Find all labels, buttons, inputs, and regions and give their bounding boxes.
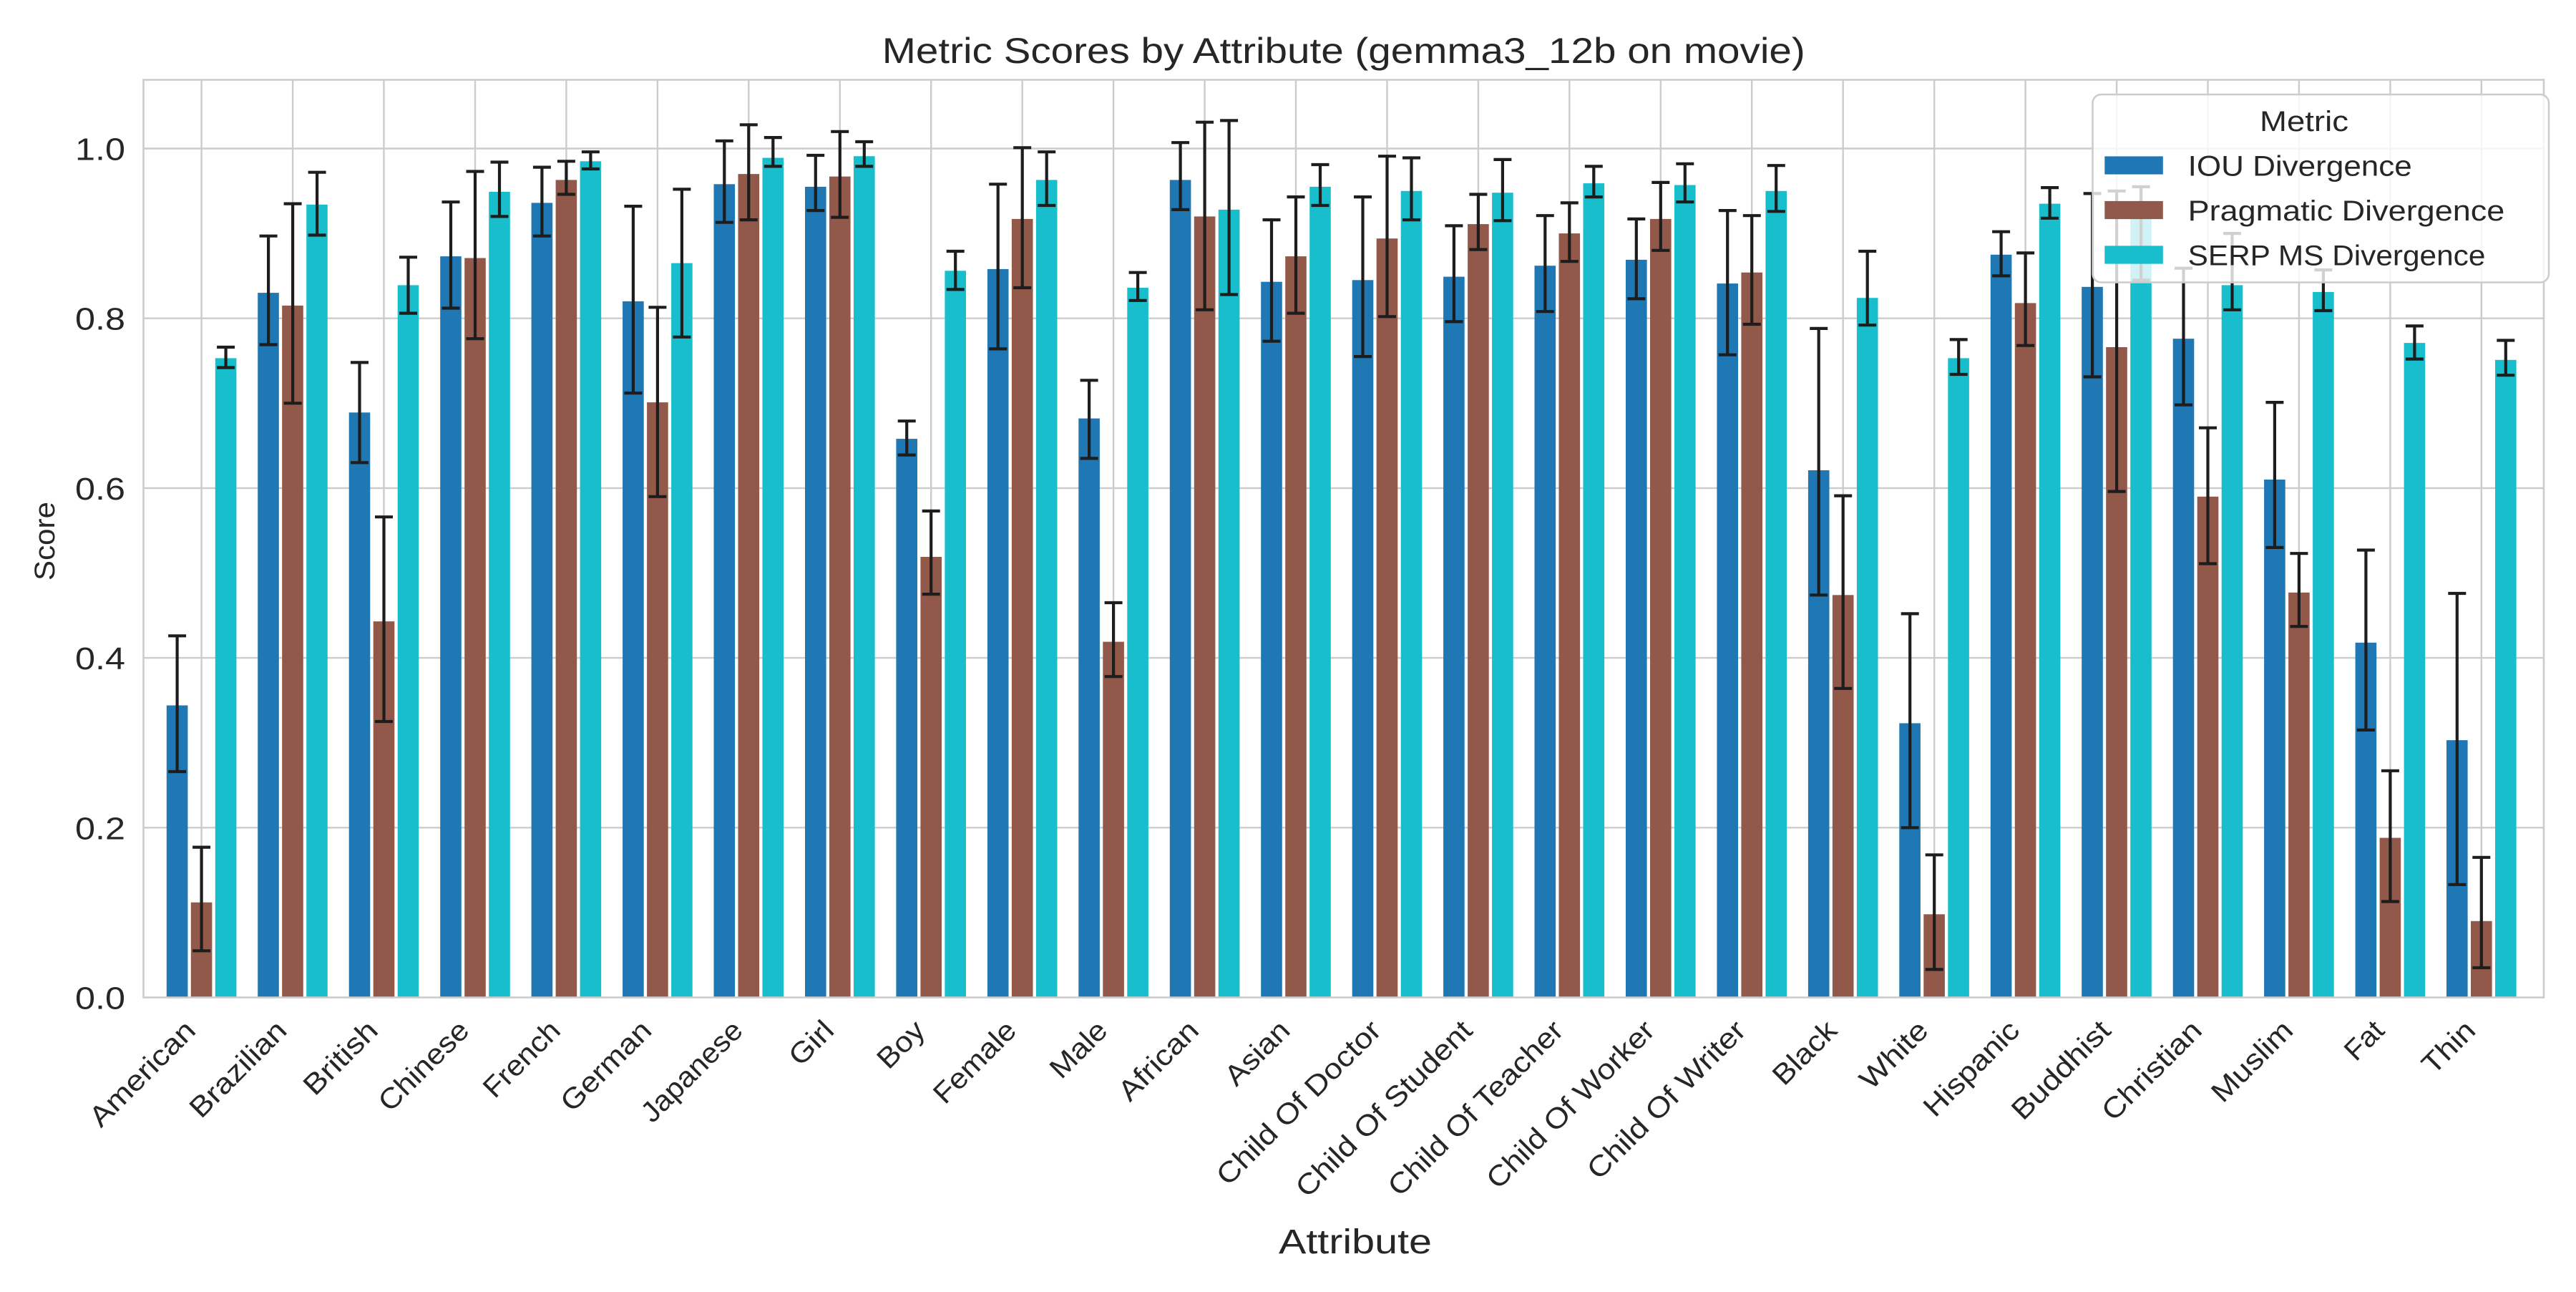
svg-text:IOU Divergence: IOU Divergence xyxy=(2188,150,2412,182)
svg-text:0.6: 0.6 xyxy=(75,472,125,507)
svg-text:Score: Score xyxy=(29,502,61,581)
svg-text:0.8: 0.8 xyxy=(75,302,125,337)
svg-text:Pragmatic Divergence: Pragmatic Divergence xyxy=(2188,195,2505,227)
svg-text:1.0: 1.0 xyxy=(75,132,125,167)
svg-text:0.2: 0.2 xyxy=(75,811,125,846)
svg-text:SERP MS Divergence: SERP MS Divergence xyxy=(2188,240,2486,271)
svg-text:Metric Scores by Attribute (ge: Metric Scores by Attribute (gemma3_12b o… xyxy=(882,31,1805,71)
svg-text:Metric: Metric xyxy=(2260,106,2348,137)
svg-text:Attribute: Attribute xyxy=(1279,1223,1432,1261)
svg-text:0.4: 0.4 xyxy=(75,641,125,676)
svg-text:0.0: 0.0 xyxy=(75,981,125,1016)
